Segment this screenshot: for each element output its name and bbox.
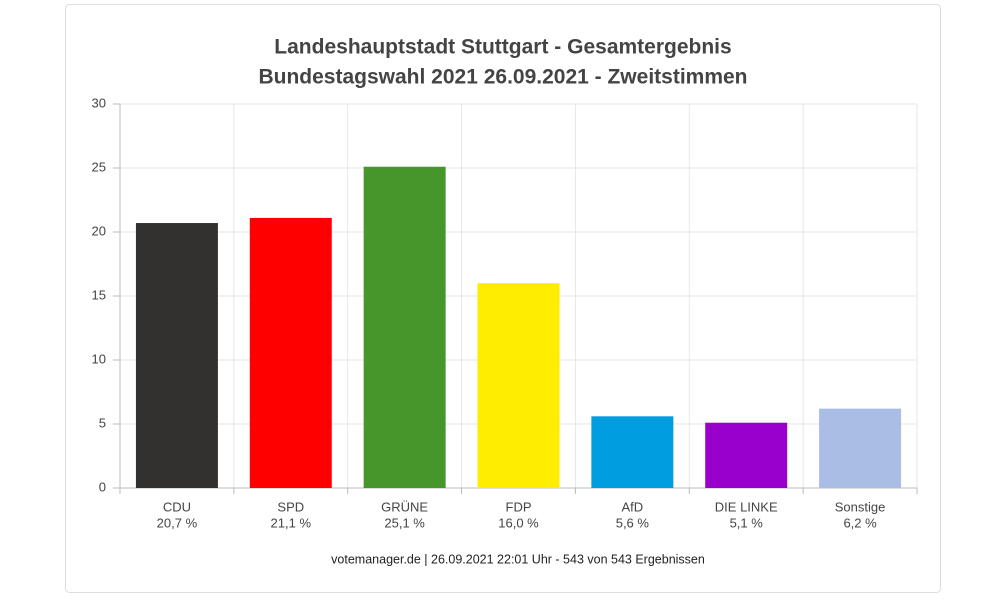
x-tick-label: CDU <box>163 499 191 514</box>
x-tick-label: Sonstige <box>835 499 886 514</box>
y-tick-label: 10 <box>92 351 106 366</box>
y-tick-label: 0 <box>99 479 106 494</box>
x-tick-label: GRÜNE <box>381 499 428 514</box>
bar <box>705 422 788 488</box>
value-label: 5,6 % <box>616 515 650 530</box>
value-label: 6,2 % <box>843 515 877 530</box>
value-label: 21,1 % <box>271 515 312 530</box>
value-label: 25,1 % <box>384 515 425 530</box>
value-label: 16,0 % <box>498 515 539 530</box>
bar <box>591 416 674 488</box>
y-tick-label: 5 <box>99 415 106 430</box>
bar <box>363 166 446 488</box>
y-tick-label: 30 <box>92 95 106 110</box>
y-tick-label: 15 <box>92 287 106 302</box>
value-label: 5,1 % <box>730 515 764 530</box>
chart-subtitle: Bundestagswahl 2021 26.09.2021 - Zweitst… <box>258 66 747 89</box>
x-tick-label: SPD <box>277 499 304 514</box>
chart-title: Landeshauptstadt Stuttgart - Gesamtergeb… <box>274 36 731 59</box>
value-label: 20,7 % <box>157 515 198 530</box>
bar <box>135 223 218 489</box>
y-tick-label: 20 <box>92 223 106 238</box>
x-tick-label: DIE LINKE <box>715 499 778 514</box>
x-tick-label: AfD <box>622 499 644 514</box>
footer: votemanager.de | 26.09.2021 22:01 Uhr - … <box>331 552 705 566</box>
x-tick-label: FDP <box>506 499 532 514</box>
bar <box>249 217 332 489</box>
y-tick-label: 25 <box>92 159 106 174</box>
bar <box>819 408 902 488</box>
bar <box>477 283 560 488</box>
